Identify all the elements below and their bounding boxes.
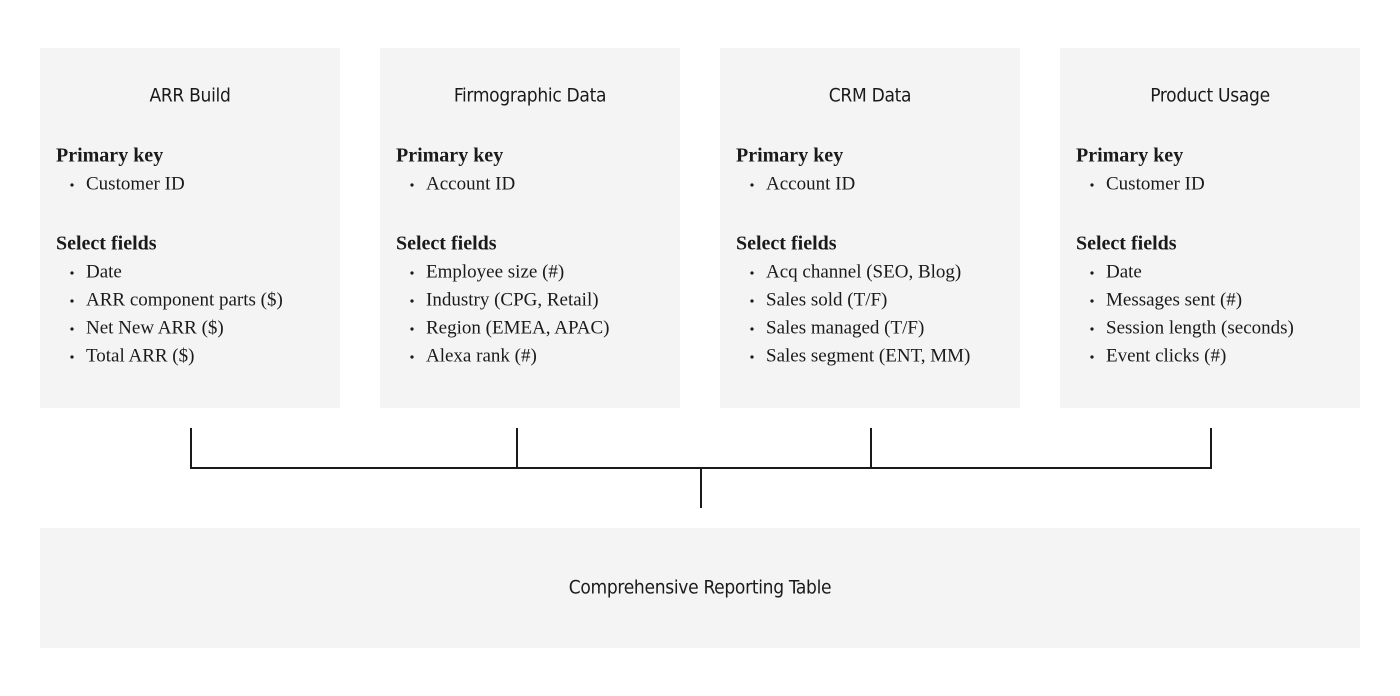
bullet — [1090, 299, 1094, 303]
section-heading: Primary key — [1076, 145, 1183, 167]
target-title: Comprehensive Reporting Table — [569, 577, 832, 599]
connectors — [190, 428, 1212, 508]
list-item: Region (EMEA, APAC) — [426, 317, 610, 338]
list-item: Date — [86, 261, 122, 282]
list-item: Total ARR ($) — [86, 345, 194, 366]
section-heading: Primary key — [396, 145, 503, 167]
card — [720, 48, 1020, 408]
bullet — [410, 299, 414, 303]
bullet — [70, 299, 74, 303]
section-heading: Select fields — [396, 233, 497, 255]
card — [40, 48, 340, 408]
list-item: Date — [1106, 261, 1142, 282]
section-heading: Select fields — [736, 233, 837, 255]
target-box — [40, 528, 1360, 648]
bullet — [1090, 355, 1094, 359]
source-card: Product Usage Primary key Customer ID Selec… — [1060, 48, 1360, 408]
card-title: Product Usage — [1150, 85, 1270, 107]
section-heading: Select fields — [1076, 233, 1177, 255]
list-item: Sales sold (T/F) — [766, 289, 887, 310]
list-item: Employee size (#) — [426, 261, 564, 282]
source-card: CRM Data Primary key Account ID Select fiel… — [720, 48, 1020, 408]
bullet — [750, 355, 754, 359]
bullet — [1090, 271, 1094, 275]
section-heading: Select fields — [56, 233, 157, 255]
list-item: Customer ID — [86, 173, 185, 194]
source-card: Firmographic Data Primary key Account ID Se… — [380, 48, 680, 408]
bullet — [750, 327, 754, 331]
list-item: Sales segment (ENT, MM) — [766, 345, 970, 366]
list-item: Customer ID — [1106, 173, 1205, 194]
bullet — [70, 271, 74, 275]
bullet — [410, 271, 414, 275]
card-title: ARR Build — [149, 85, 230, 107]
bullet — [410, 183, 414, 187]
list-item: Account ID — [426, 173, 515, 194]
card-title: CRM Data — [829, 85, 911, 107]
card — [380, 48, 680, 408]
bullet — [70, 327, 74, 331]
list-item: Event clicks (#) — [1106, 345, 1226, 366]
bullet — [750, 271, 754, 275]
source-card: ARR Build Primary key Customer ID Select fi… — [40, 48, 340, 408]
bullet — [1090, 183, 1094, 187]
section-heading: Primary key — [736, 145, 843, 167]
bullet — [410, 327, 414, 331]
list-item: Account ID — [766, 173, 855, 194]
bullet — [70, 183, 74, 187]
bullet — [750, 299, 754, 303]
list-item: ARR component parts ($) — [86, 289, 283, 310]
list-item: Acq channel (SEO, Blog) — [766, 261, 961, 282]
list-item: Alexa rank (#) — [426, 345, 537, 366]
list-item: Industry (CPG, Retail) — [426, 289, 599, 310]
list-item: Session length (seconds) — [1106, 317, 1294, 338]
card-title: Firmographic Data — [454, 85, 606, 107]
section-heading: Primary key — [56, 145, 163, 167]
bullet — [70, 355, 74, 359]
bullet — [750, 183, 754, 187]
list-item: Sales managed (T/F) — [766, 317, 924, 338]
list-item: Net New ARR ($) — [86, 317, 224, 338]
bullet — [410, 355, 414, 359]
list-item: Messages sent (#) — [1106, 289, 1242, 310]
card — [1060, 48, 1360, 408]
bullet — [1090, 327, 1094, 331]
